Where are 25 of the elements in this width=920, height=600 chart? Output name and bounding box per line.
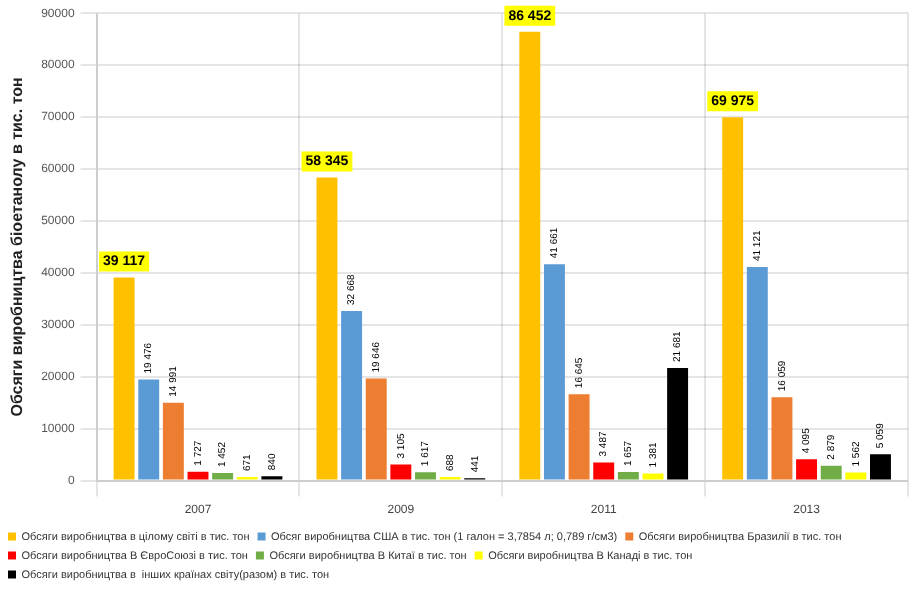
bar [390,464,412,480]
bar [415,472,436,480]
bar [593,462,615,480]
bar [187,471,209,480]
bar [617,472,639,480]
bar [820,465,842,480]
bar [642,473,664,480]
y-axis-title: Обсяги виробництва біоетанолу в тис. тон [8,76,27,417]
bar [543,264,565,480]
bar [365,378,387,480]
bar [341,310,363,480]
bar [771,397,793,480]
bar [845,472,867,480]
bar [667,368,689,480]
bar [113,277,135,480]
bar [746,267,768,480]
bar [138,379,160,480]
bar [568,394,590,480]
bar [796,459,818,480]
bar [212,473,234,480]
bar [870,454,891,480]
bar [316,177,338,480]
bar [162,402,184,480]
bar [722,117,744,480]
bar [519,31,541,480]
